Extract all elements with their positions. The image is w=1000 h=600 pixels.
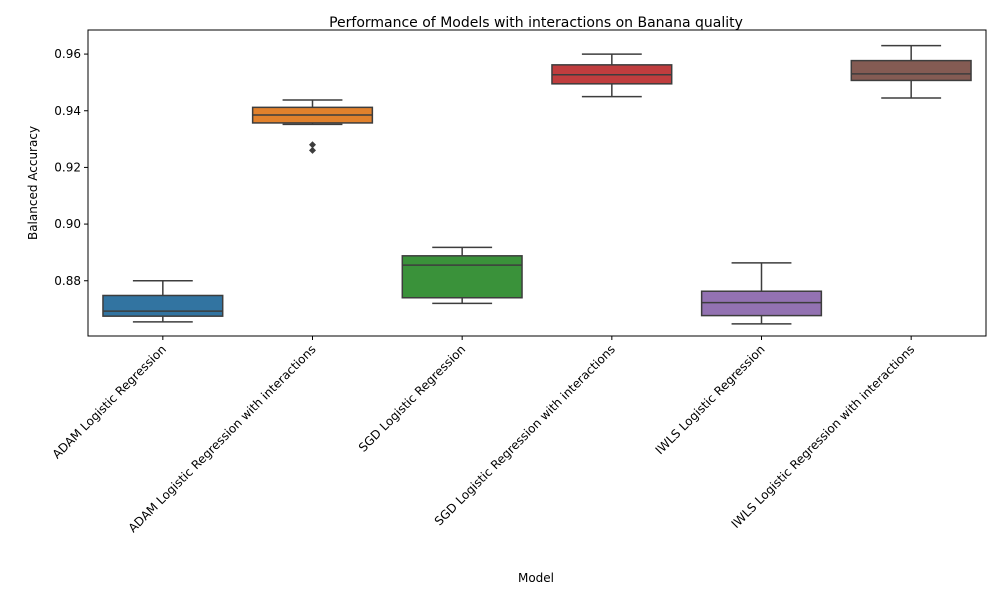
y-axis-label: Balanced Accuracy (26, 126, 40, 240)
box-2 (251, 99, 374, 154)
box-iqr (102, 294, 224, 317)
box-5 (700, 262, 823, 325)
x-axis-label: Model (518, 571, 554, 585)
outlier-point (309, 146, 316, 154)
outlier-point (309, 141, 316, 149)
plot-area-frame (87, 29, 987, 337)
x-tick-label: SGD Logistic Regression with interaction… (432, 342, 618, 528)
boxes-layer (102, 44, 972, 325)
box-iqr (401, 255, 523, 299)
y-tick-label: 0.90 (54, 217, 81, 231)
x-tick-label: IWLS Logistic Regression with interactio… (729, 342, 918, 531)
y-tick-label: 0.88 (54, 274, 81, 288)
x-tick-label: ADAM Logistic Regression with interactio… (126, 342, 319, 535)
x-tick-label: ADAM Logistic Regression (50, 342, 169, 461)
y-axis: 0.88 0.90 0.92 0.94 0.96 (54, 47, 88, 288)
box-6 (850, 44, 972, 99)
x-tick-label: IWLS Logistic Regression (653, 342, 768, 457)
chart-title: Performance of Models with interactions … (329, 15, 743, 31)
box-iqr (700, 290, 823, 317)
y-tick-label: 0.92 (54, 160, 81, 174)
box-4 (551, 53, 673, 98)
y-tick-label: 0.94 (54, 104, 81, 118)
x-tick-label: SGD Logistic Regression (356, 342, 468, 454)
box-3 (401, 246, 523, 305)
y-tick-label: 0.96 (54, 47, 81, 61)
box-1 (102, 280, 224, 323)
box-iqr (850, 59, 972, 82)
